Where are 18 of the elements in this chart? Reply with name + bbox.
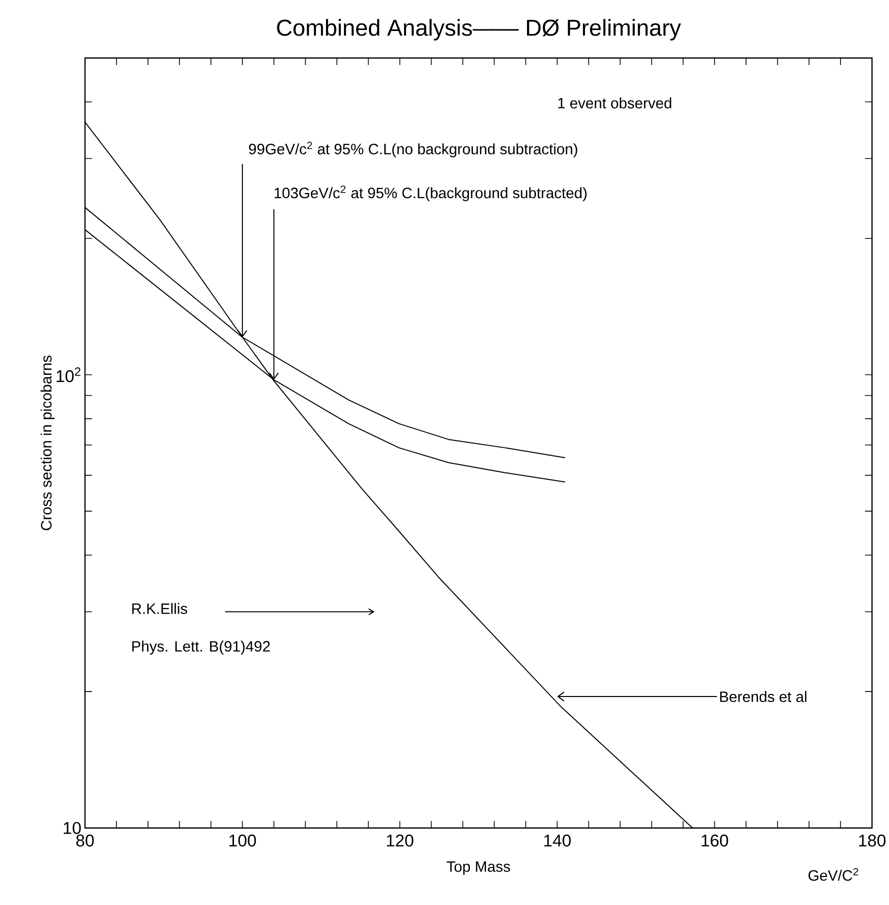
x-tick-label: 120 [386,834,414,847]
y-tick-label: 10$^{2}$ [56,367,80,382]
annotation: 99GeV/c$^{2}$ at 95% C.L(no background subtraction) [249,142,578,158]
x-tick-label: 160 [702,834,728,847]
annotation: Berends et al [720,691,806,702]
y-axis-title: Cross section in picobarns [40,356,55,530]
x-tick-label: 80 [76,834,94,847]
x-tick-label: 140 [544,834,571,847]
text: GeV/C$^{2}$ [808,868,858,881]
x-axis-title: Top Mass [446,861,510,875]
annotation: 1 event observed [558,97,672,108]
annotation: Phys. Lett. B(91)492 [132,640,270,655]
chart-title: Combined Analysis—— DØ Preliminary [277,19,681,40]
annotation: 103GeV/c$^{2}$ at 95% C.L(background subtracted) [274,186,587,202]
annotation: R.K.Ellis [132,603,188,614]
x-tick-label: 180 [859,834,886,847]
x-tick-label: 100 [230,834,256,847]
y-tick-label: 10 [64,822,81,834]
